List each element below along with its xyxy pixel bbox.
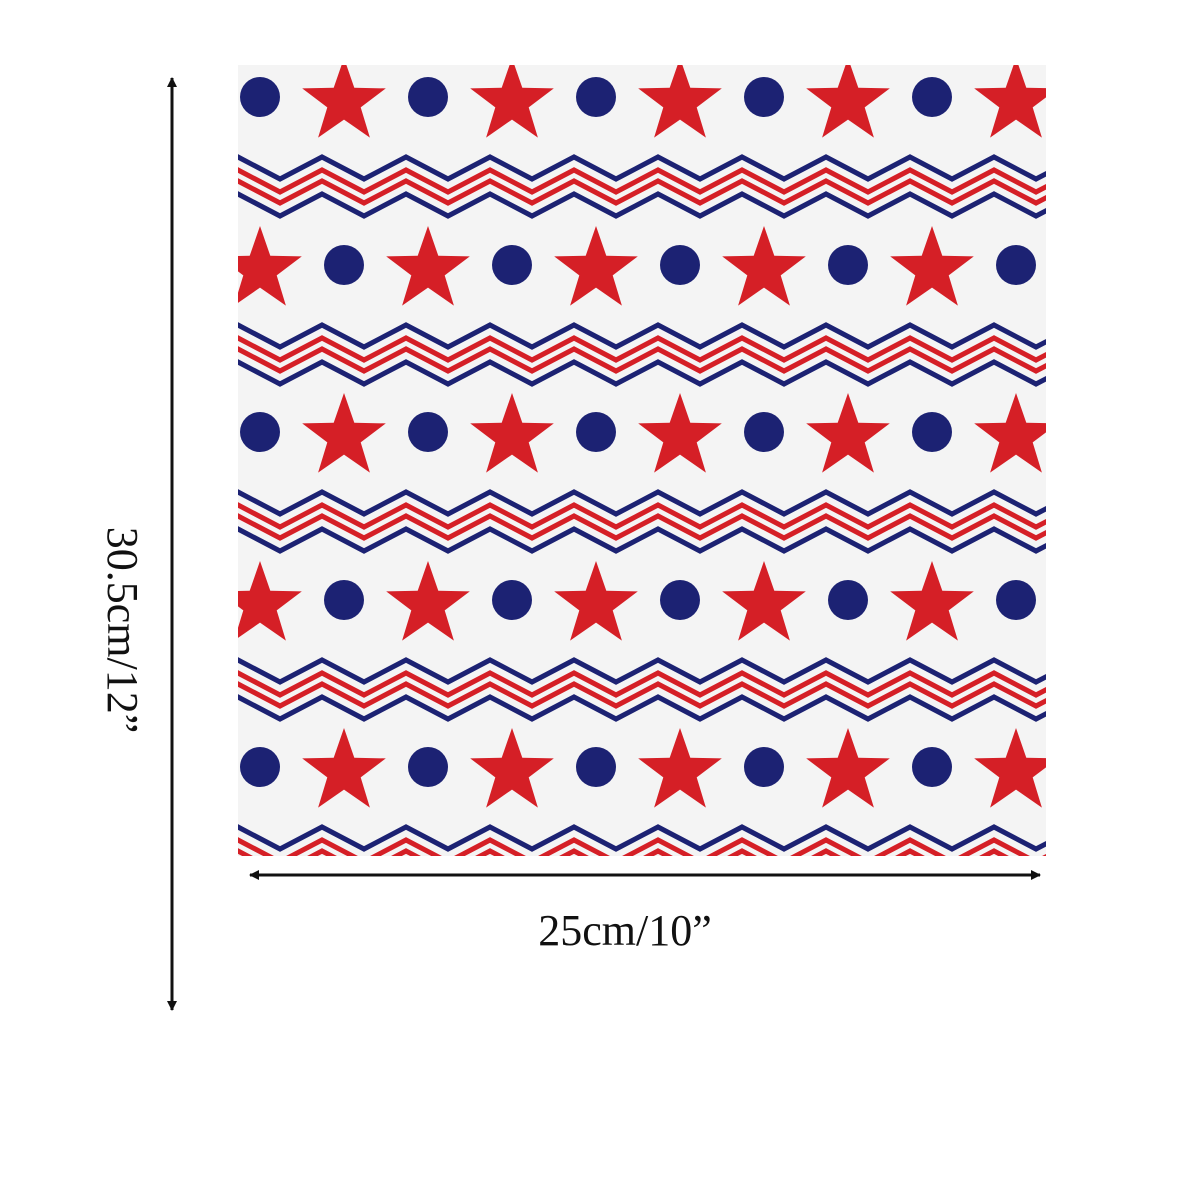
- zigzag: [238, 824, 1046, 852]
- zigzag: [238, 191, 1046, 219]
- star: [638, 393, 722, 473]
- dot: [240, 747, 280, 787]
- star: [134, 728, 218, 808]
- zigzag: [238, 848, 1009, 856]
- star: [470, 65, 554, 138]
- dot: [156, 915, 196, 955]
- height-label: 30.5cm/12”: [98, 527, 147, 734]
- dot: [492, 580, 532, 620]
- dot: [240, 77, 280, 117]
- dot: [996, 245, 1036, 285]
- zigzag: [238, 167, 1046, 195]
- dot: [324, 915, 364, 955]
- zigzag: [238, 681, 1046, 709]
- star: [386, 896, 470, 976]
- star: [1058, 226, 1142, 306]
- dot: [492, 915, 532, 955]
- zigzag: [238, 346, 1046, 374]
- dot: [828, 915, 868, 955]
- star: [806, 393, 890, 473]
- star: [806, 728, 890, 808]
- dot: [1080, 412, 1120, 452]
- dot: [744, 412, 784, 452]
- zigzag: [238, 837, 1046, 856]
- star: [974, 728, 1046, 808]
- dot: [576, 747, 616, 787]
- dot: [996, 580, 1036, 620]
- dot: [156, 580, 196, 620]
- zigzag: [238, 670, 1046, 698]
- star: [638, 728, 722, 808]
- width-label: 25cm/10”: [538, 906, 712, 955]
- star: [974, 65, 1046, 138]
- dot: [492, 245, 532, 285]
- dot: [408, 77, 448, 117]
- zigzag: [238, 178, 1046, 206]
- zigzag: [238, 322, 1046, 350]
- star: [1058, 896, 1142, 976]
- zigzag: [238, 359, 1046, 387]
- star: [722, 226, 806, 306]
- star: [470, 393, 554, 473]
- dot: [828, 580, 868, 620]
- zigzag: [238, 154, 1046, 182]
- dot: [576, 412, 616, 452]
- star: [238, 226, 302, 306]
- zigzag: [238, 657, 1046, 685]
- star: [238, 561, 302, 641]
- dot: [744, 77, 784, 117]
- dot: [324, 580, 364, 620]
- dot: [240, 412, 280, 452]
- dot: [1080, 747, 1120, 787]
- star: [302, 65, 386, 138]
- star: [302, 393, 386, 473]
- star: [134, 393, 218, 473]
- dot: [324, 245, 364, 285]
- star: [386, 226, 470, 306]
- dot: [744, 747, 784, 787]
- star: [218, 896, 302, 976]
- dot: [408, 412, 448, 452]
- star: [722, 561, 806, 641]
- star: [722, 896, 806, 976]
- star: [554, 561, 638, 641]
- dot: [828, 245, 868, 285]
- dot: [912, 412, 952, 452]
- star: [134, 58, 218, 138]
- star: [470, 728, 554, 808]
- dot: [660, 245, 700, 285]
- pattern: [134, 58, 1142, 976]
- dot: [408, 747, 448, 787]
- star: [974, 393, 1046, 473]
- star: [554, 226, 638, 306]
- zigzag: [238, 526, 1046, 554]
- star: [1058, 561, 1142, 641]
- star: [302, 728, 386, 808]
- dot: [1080, 77, 1120, 117]
- dot: [660, 580, 700, 620]
- dot: [912, 747, 952, 787]
- zigzag: [238, 489, 1046, 517]
- zigzag: [238, 335, 1046, 363]
- zigzag: [238, 694, 1046, 722]
- dot: [996, 915, 1036, 955]
- zigzag: [238, 513, 1046, 541]
- dot: [912, 77, 952, 117]
- dot: [576, 77, 616, 117]
- dot: [156, 245, 196, 285]
- star: [638, 65, 722, 138]
- star: [386, 561, 470, 641]
- star: [890, 896, 974, 976]
- star: [890, 226, 974, 306]
- star: [890, 561, 974, 641]
- star: [806, 65, 890, 138]
- zigzag: [238, 502, 1046, 530]
